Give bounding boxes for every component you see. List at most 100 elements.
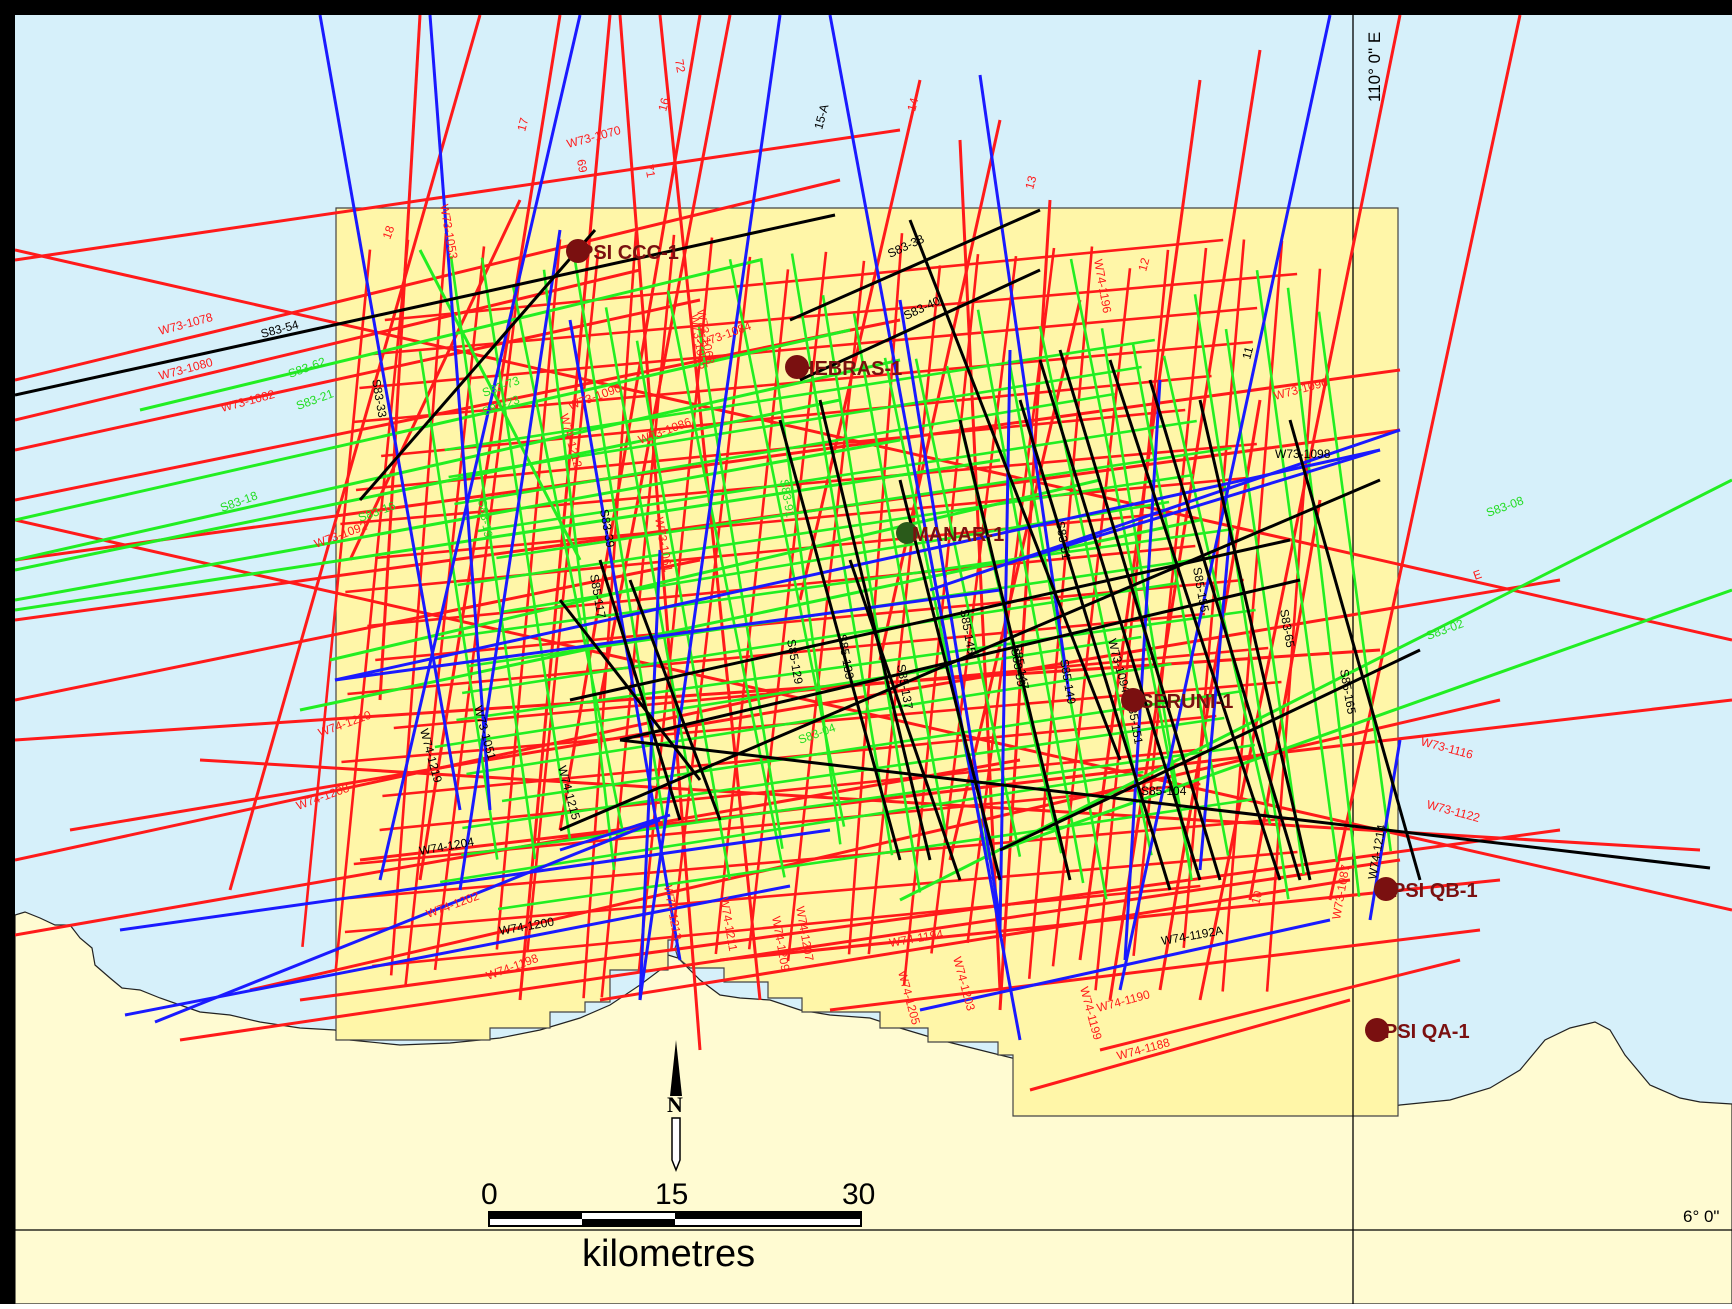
wells: PSI CCC-1 HEBRAS-1 MANAR-1 SERUNI-1 PSI …	[566, 239, 1478, 1043]
scale-tick-30: 30	[842, 1178, 875, 1211]
scale-tick-0: 0	[481, 1178, 498, 1211]
north-label: N	[667, 1092, 683, 1117]
red-seismic-line	[15, 558, 701, 702]
scale-unit-label: kilometres	[582, 1233, 755, 1275]
blue-seismic-line	[154, 818, 661, 1024]
black-seismic-line	[999, 648, 1421, 852]
red-grid-line	[1221, 240, 1284, 992]
green-grid-line	[434, 635, 1142, 749]
blue-seismic-line	[318, 15, 462, 811]
red-seismic-line	[1248, 499, 1322, 901]
red-seismic-line	[1198, 15, 1402, 1001]
line-label: S83-51	[1053, 520, 1074, 561]
black-seismic-line	[1018, 399, 1172, 891]
line-label: S83-91	[777, 478, 798, 519]
line-label: S83-39	[597, 508, 618, 549]
green-seismic-line	[329, 478, 1101, 662]
green-grid-line	[436, 527, 1235, 641]
north-arrow-tail-icon	[671, 1117, 681, 1173]
green-grid-line	[454, 392, 1115, 506]
green-grid-line	[1286, 287, 1361, 897]
blue-seismic-lines	[119, 15, 1402, 1041]
red-seismic-line	[598, 15, 732, 701]
line-label: 11	[1239, 345, 1256, 361]
line-label: S83-59	[1008, 647, 1029, 688]
blue-seismic-line	[458, 229, 562, 891]
land-area	[15, 911, 1732, 1304]
red-seismic-line	[829, 928, 1481, 1012]
well-label: MANAR-1	[912, 524, 1004, 546]
blue-seismic-line	[334, 448, 1381, 682]
well-marker-icon	[785, 355, 809, 379]
line-label: W73-1098	[1275, 447, 1331, 461]
blue-seismic-line	[638, 15, 782, 1001]
well-marker-icon	[1374, 877, 1398, 901]
black-seismic-line	[908, 219, 1122, 761]
line-label: 18	[380, 223, 398, 241]
well-marker-icon	[1121, 688, 1145, 712]
green-seismic-line	[15, 398, 841, 572]
green-grid-line	[457, 473, 1194, 587]
red-grid-line	[495, 239, 562, 950]
well-psi-qb-1[interactable]: PSI QB-1	[1374, 877, 1478, 902]
well-seruni-1[interactable]: SERUNI-1	[1121, 688, 1233, 713]
green-grid-line	[666, 290, 786, 878]
red-grid-line	[355, 408, 1186, 492]
black-seismic-line	[799, 268, 1041, 382]
black-seismic-line	[15, 213, 836, 397]
line-label: 72	[672, 58, 688, 74]
well-label: SERUNI-1	[1140, 691, 1233, 713]
red-seismic-line	[15, 268, 641, 422]
north-arrow: N	[667, 1040, 683, 1173]
red-grid-line	[747, 251, 828, 950]
green-grid-line	[461, 743, 1256, 857]
green-grid-line	[604, 307, 699, 821]
well-psi-ccc-1[interactable]: PSI CCC-1	[566, 239, 679, 264]
green-grid-line	[1224, 328, 1305, 875]
red-seismic-line	[1108, 49, 1262, 1001]
red-seismic-line	[15, 318, 901, 502]
latitude-label: 6° 0"	[1683, 1207, 1719, 1226]
green-grid-line	[462, 716, 1225, 830]
green-grid-line	[439, 770, 1144, 884]
well-manar-1[interactable]: MANAR-1	[896, 522, 1004, 546]
red-seismic-line	[1328, 15, 1522, 901]
green-grid-line	[635, 340, 731, 880]
red-grid-line	[350, 816, 1296, 900]
red-seismic-line	[249, 698, 1501, 992]
blue-seismic-line	[1198, 529, 1232, 871]
line-label: 69	[574, 158, 590, 174]
blue-seismic-line	[334, 588, 1001, 682]
well-psi-qa-1[interactable]: PSI QA-1	[1365, 1018, 1470, 1043]
red-seismic-line	[15, 178, 841, 382]
red-grid-line	[1132, 247, 1208, 956]
green-grid-line	[501, 689, 1244, 803]
black-seismic-line	[628, 579, 722, 821]
well-hebras-1[interactable]: HEBRAS-1	[785, 355, 902, 380]
longitude-label: 110° 0" E	[1365, 32, 1384, 102]
green-grid-line	[496, 446, 1232, 560]
line-label: 13	[1022, 174, 1039, 191]
blue-seismic-line	[124, 884, 791, 1017]
line-label: 12	[1135, 256, 1152, 273]
red-grid-line	[404, 246, 486, 988]
black-seismic-line	[619, 738, 1711, 870]
well-marker-icon	[566, 239, 590, 263]
red-seismic-line	[1029, 998, 1351, 1092]
black-seismic-line	[559, 478, 1381, 832]
green-grid-line	[790, 253, 894, 856]
line-label: S85-104	[1141, 784, 1187, 798]
red-grid-line	[334, 239, 410, 971]
blue-seismic-line	[828, 15, 1022, 1041]
green-grid-line	[542, 269, 616, 871]
black-seismic-line	[789, 208, 1041, 322]
green-grid-line	[511, 285, 624, 832]
green-seismic-line	[15, 358, 901, 562]
red-seismic-line	[418, 15, 562, 881]
green-grid-line	[1255, 270, 1339, 863]
red-grid-line	[344, 850, 1298, 934]
well-label: PSI QA-1	[1384, 1021, 1470, 1043]
line-label: 16	[655, 96, 672, 113]
